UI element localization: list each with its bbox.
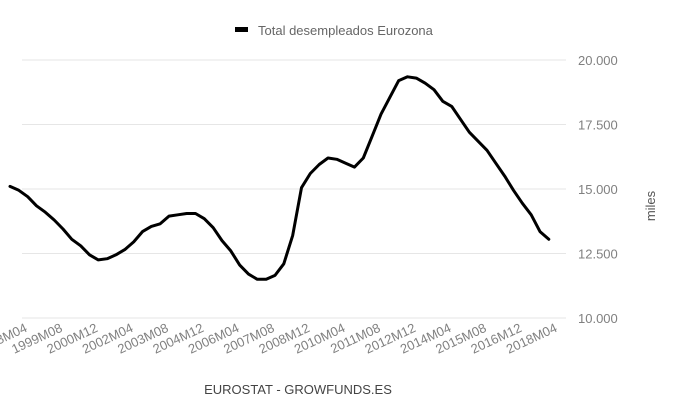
y-tick-label: 17.500 bbox=[578, 118, 618, 133]
legend: Total desempleados Eurozona bbox=[235, 23, 434, 38]
source-caption: EUROSTAT - GROWFUNDS.ES bbox=[204, 382, 392, 397]
grid bbox=[22, 59, 566, 319]
series-line bbox=[8, 75, 551, 281]
x-axis-ticks: 1998M041999M082000M122002M042003M082004M… bbox=[0, 320, 559, 357]
y-tick-label: 12.500 bbox=[578, 247, 618, 262]
y-axis-title: miles bbox=[643, 190, 658, 221]
legend-swatch bbox=[235, 27, 248, 32]
legend-label: Total desempleados Eurozona bbox=[258, 23, 434, 38]
series-layer bbox=[8, 75, 551, 281]
y-tick-label: 10.000 bbox=[578, 311, 618, 326]
y-tick-label: 20.000 bbox=[578, 53, 618, 68]
y-tick-label: 15.000 bbox=[578, 182, 618, 197]
y-axis-ticks: 10.000 12.500 15.000 17.500 20.000 bbox=[578, 53, 618, 326]
